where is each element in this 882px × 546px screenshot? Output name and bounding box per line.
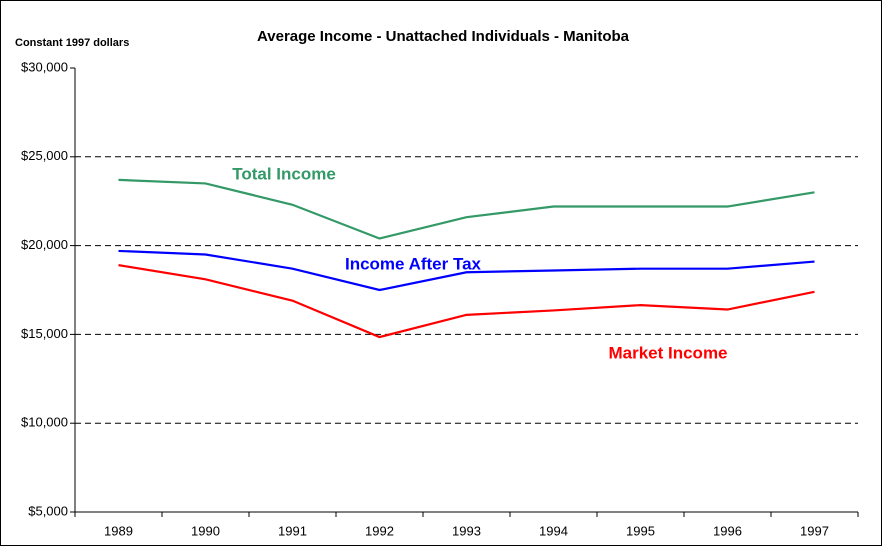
series-line <box>118 178 815 240</box>
x-tick-label: 1989 <box>104 523 133 538</box>
y-tick-label: $30,000 <box>21 59 68 74</box>
y-tick-label: $20,000 <box>21 237 68 252</box>
series-label: Total Income <box>232 164 336 183</box>
series-line <box>118 264 815 339</box>
x-tick-label: 1990 <box>191 523 220 538</box>
x-tick-label: 1995 <box>626 523 655 538</box>
x-tick-label: 1997 <box>800 523 829 538</box>
chart-title: Average Income - Unattached Individuals … <box>257 28 630 45</box>
x-tick-label: 1994 <box>539 523 568 538</box>
x-tick-label: 1993 <box>452 523 481 538</box>
y-tick-label: $5,000 <box>28 503 68 518</box>
x-tick-label: 1992 <box>365 523 394 538</box>
y-tick-label: $25,000 <box>21 148 68 163</box>
y-axis-label: Constant 1997 dollars <box>15 37 129 49</box>
x-tick-label: 1991 <box>278 523 307 538</box>
y-tick-label: $10,000 <box>21 415 68 430</box>
y-tick-label: $15,000 <box>21 326 68 341</box>
series-label: Market Income <box>608 343 727 362</box>
x-tick-label: 1996 <box>713 523 742 538</box>
series-line <box>118 249 815 292</box>
series-label: Income After Tax <box>345 254 482 273</box>
